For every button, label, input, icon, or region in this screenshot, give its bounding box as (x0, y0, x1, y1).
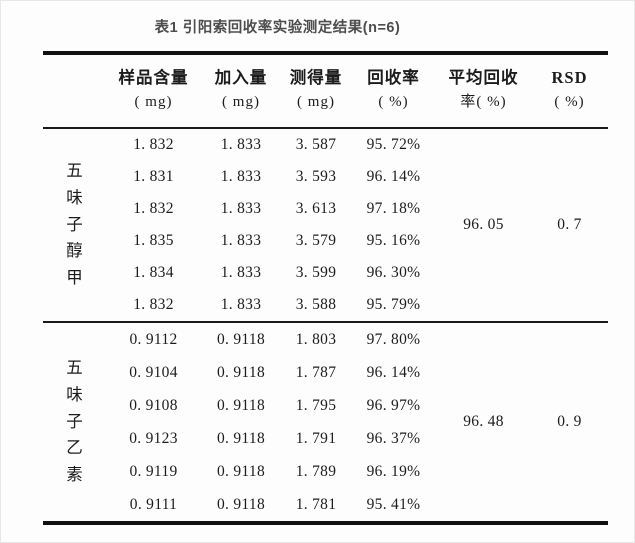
cell-added-amount: 1. 833 (220, 296, 262, 313)
group-label: 五味子醇甲 (43, 128, 106, 322)
cell-added-amount: 1. 833 (220, 232, 262, 249)
header-average-recovery: 平均回收 率( %) (448, 68, 519, 110)
header-row: 样品含量 ( mg) 加入量 ( mg) 测得量 ( mg) 回收率 ( %) … (43, 53, 608, 128)
cell-measured-amount: 3. 599 (295, 264, 337, 281)
cell-recovery-rate: 96. 19% (366, 462, 421, 480)
cell-measured-amount: 1. 781 (295, 495, 337, 513)
group-average-recovery: 96. 48 (463, 413, 504, 430)
cell-recovery-rate: 96. 14% (366, 363, 421, 381)
table-title-bar: 表1 引阳索回收率实验测定结果(n=6) (1, 1, 634, 51)
header-added-amount: 加入量 ( mg) (214, 68, 268, 110)
cell-sample-content: 0. 9104 (129, 363, 178, 381)
group-rsd: 0. 9 (557, 413, 582, 430)
cell-added-amount: 1. 833 (220, 136, 262, 153)
table-row: 1. 834 1. 833 3. 599 96. 30% (43, 257, 608, 289)
cell-recovery-rate: 96. 14% (366, 168, 421, 185)
cell-measured-amount: 3. 588 (295, 296, 337, 313)
cell-measured-amount: 1. 787 (295, 363, 337, 381)
cell-added-amount: 1. 833 (220, 200, 262, 217)
cell-measured-amount: 3. 579 (295, 232, 337, 249)
cell-sample-content: 1. 832 (133, 136, 174, 153)
recovery-results-table: 样品含量 ( mg) 加入量 ( mg) 测得量 ( mg) 回收率 ( %) … (43, 51, 608, 525)
cell-recovery-rate: 96. 97% (366, 396, 421, 414)
header-rsd: RSD ( %) (551, 68, 588, 110)
table-row: 0. 9108 0. 9118 1. 795 96. 97% (43, 389, 608, 422)
cell-measured-amount: 3. 593 (295, 168, 337, 185)
cell-measured-amount: 1. 791 (295, 429, 337, 447)
table-header: 样品含量 ( mg) 加入量 ( mg) 测得量 ( mg) 回收率 ( %) … (43, 53, 608, 128)
cell-measured-amount: 1. 789 (295, 462, 337, 480)
cell-recovery-rate: 97. 80% (366, 330, 421, 348)
table-row: 1. 835 1. 833 3. 579 95. 16% (43, 225, 608, 257)
header-measured-amount: 测得量 ( mg) (289, 68, 343, 110)
table-caption: 表1 引阳索回收率实验测定结果(n=6) (154, 19, 401, 36)
cell-sample-content: 1. 834 (133, 264, 174, 281)
table-row: 1. 832 1. 833 3. 613 97. 18% (43, 193, 608, 225)
table-row: 1. 832 1. 833 3. 588 95. 79% (43, 289, 608, 322)
group-label: 五味子乙素 (43, 322, 106, 523)
group-rsd: 0. 7 (557, 216, 582, 233)
cell-measured-amount: 3. 613 (295, 200, 337, 217)
cell-sample-content: 1. 832 (133, 296, 174, 313)
table-row: 0. 9123 0. 9118 1. 791 96. 37% (43, 422, 608, 455)
cell-measured-amount: 1. 803 (295, 330, 337, 348)
table-row: 五味子醇甲 1. 832 1. 833 3. 587 95. 72% 96. 0… (43, 128, 608, 287)
table-row: 0. 9104 0. 9118 1. 787 96. 14% (43, 356, 608, 389)
cell-sample-content: 0. 9123 (129, 429, 178, 447)
cell-added-amount: 0. 9118 (216, 330, 266, 348)
table-row: 0. 9119 0. 9118 1. 789 96. 19% (43, 455, 608, 488)
cell-sample-content: 0. 9108 (129, 396, 178, 414)
group-schisandrin-b: 五味子乙素 0. 9112 0. 9118 1. 803 97. 80% 96.… (43, 322, 608, 523)
cell-recovery-rate: 95. 72% (366, 136, 421, 153)
cell-sample-content: 1. 831 (133, 168, 174, 185)
header-sample-content: 样品含量 ( mg) (118, 68, 189, 110)
table-row: 五味子乙素 0. 9112 0. 9118 1. 803 97. 80% 96.… (43, 322, 608, 485)
group-average-recovery: 96. 05 (463, 216, 504, 233)
cell-added-amount: 0. 9118 (216, 363, 266, 381)
table-row: 0. 9111 0. 9118 1. 781 95. 41% (43, 488, 608, 523)
cell-recovery-rate: 97. 18% (366, 200, 421, 217)
cell-recovery-rate: 95. 79% (366, 296, 421, 313)
group-label-text: 五味子乙素 (66, 357, 83, 485)
cell-added-amount: 1. 833 (220, 264, 262, 281)
group-label-text: 五味子醇甲 (66, 160, 83, 288)
cell-sample-content: 0. 9119 (129, 462, 178, 480)
table-row: 1. 831 1. 833 3. 593 96. 14% (43, 161, 608, 193)
header-group-spacer (43, 53, 106, 128)
cell-sample-content: 0. 9112 (129, 330, 178, 348)
cell-recovery-rate: 96. 37% (366, 429, 421, 447)
cell-recovery-rate: 96. 30% (366, 264, 421, 281)
cell-sample-content: 0. 9111 (129, 495, 178, 513)
cell-sample-content: 1. 835 (133, 232, 174, 249)
cell-added-amount: 0. 9118 (216, 495, 266, 513)
cell-added-amount: 0. 9118 (216, 396, 266, 414)
cell-added-amount: 0. 9118 (216, 462, 266, 480)
cell-recovery-rate: 95. 41% (366, 495, 421, 513)
group-schisandrol-a: 五味子醇甲 1. 832 1. 833 3. 587 95. 72% 96. 0… (43, 128, 608, 322)
cell-measured-amount: 1. 795 (295, 396, 337, 414)
cell-added-amount: 0. 9118 (216, 429, 266, 447)
cell-measured-amount: 3. 587 (295, 136, 337, 153)
cell-recovery-rate: 95. 16% (366, 232, 421, 249)
cell-added-amount: 1. 833 (220, 168, 262, 185)
header-recovery-rate: 回收率 ( %) (367, 68, 420, 110)
cell-sample-content: 1. 832 (133, 200, 174, 217)
